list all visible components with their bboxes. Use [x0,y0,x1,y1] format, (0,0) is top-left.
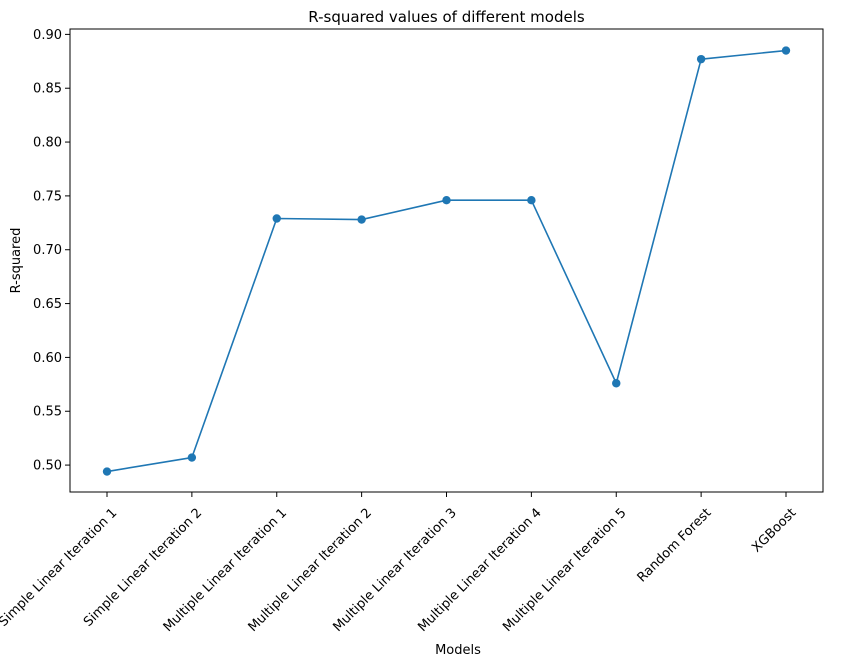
y-tick-label: 0.75 [33,189,62,204]
data-point [527,196,536,205]
data-point [442,196,451,205]
data-point [102,467,112,476]
y-axis-label: R-squared [9,228,24,294]
y-tick-label: 0.65 [33,297,62,312]
data-point [272,214,281,223]
chart-title: R-squared values of different models [308,8,585,26]
data-point [696,54,706,64]
y-tick-label: 0.80 [33,136,62,151]
y-tick-label: 0.90 [33,28,62,43]
y-axis: 0.50 0.55 0.60 0.65 0.70 0.75 0.80 0.85 0.90 [33,28,70,474]
data-point [187,453,197,462]
plot-frame [69,28,824,493]
data-point [357,215,366,224]
y-tick-label: 0.85 [33,82,62,97]
data-point [612,379,621,388]
y-tick-label: 0.50 [33,459,62,474]
series-layer [102,46,791,476]
x-tick-label: Random Forest [635,506,715,586]
x-tick-label: XGBoost [749,506,799,556]
y-tick-label: 0.60 [33,351,62,366]
series-line [106,49,787,473]
x-axis-label: Models [435,643,481,658]
y-tick-label: 0.70 [33,243,62,258]
data-point [781,46,791,55]
y-tick-label: 0.55 [33,405,62,420]
